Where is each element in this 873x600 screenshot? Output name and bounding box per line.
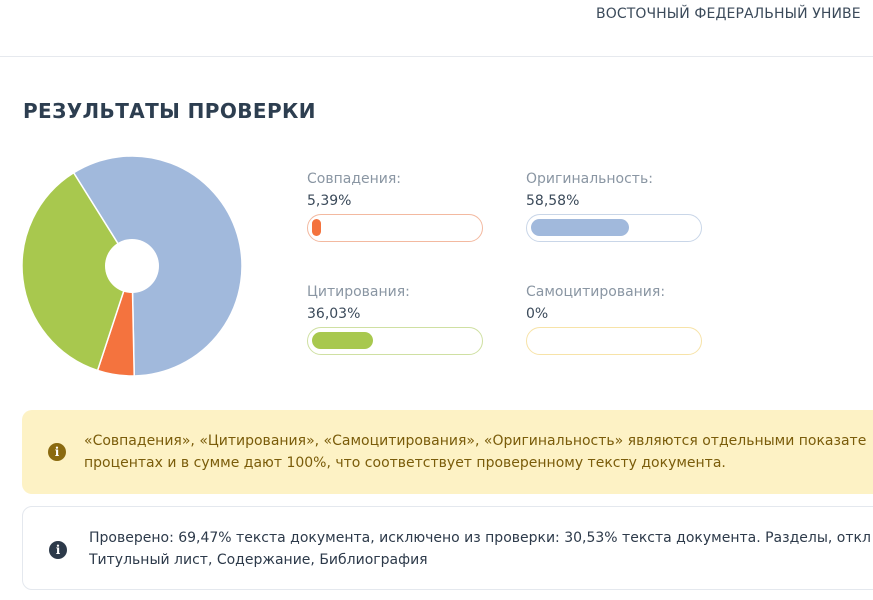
metrics-info-line-2: процентах и в сумме дают 100%, что соотв…	[84, 455, 726, 471]
originality-progress-fill	[531, 219, 630, 236]
metric-self-citations-label: Самоцитирования:	[526, 284, 666, 300]
citations-progress-bar	[307, 327, 483, 355]
results-title: РЕЗУЛЬТАТЫ ПРОВЕРКИ	[23, 99, 316, 123]
metric-originality: Оригинальность: 58,58%	[526, 171, 706, 242]
metric-matches-label: Совпадения:	[307, 171, 402, 187]
checked-info-text: Проверено: 69,47% текста документа, искл…	[89, 527, 873, 571]
info-icon: i	[48, 443, 66, 461]
checked-info-notice: i Проверено: 69,47% текста документа, ис…	[22, 506, 873, 590]
metric-citations: Цитирования: 36,03%	[307, 284, 487, 355]
metrics-info-text: «Совпадения», «Цитирования», «Самоцитиро…	[84, 430, 873, 474]
metric-self-citations-value: 0%	[526, 306, 549, 322]
metrics-info-line-1: «Совпадения», «Цитирования», «Самоцитиро…	[84, 433, 867, 449]
metric-matches: Совпадения: 5,39%	[307, 171, 487, 242]
matches-progress-fill	[312, 219, 322, 236]
checked-info-line-2: Титульный лист, Содержание, Библиография	[89, 552, 428, 568]
top-header: ВОСТОЧНЫЙ ФЕДЕРАЛЬНЫЙ УНИВЕ	[0, 0, 873, 57]
metric-matches-value: 5,39%	[307, 193, 352, 209]
metrics-info-notice: i «Совпадения», «Цитирования», «Самоцити…	[22, 410, 873, 494]
donut-slice-citations	[22, 171, 133, 372]
metric-originality-value: 58,58%	[526, 193, 580, 209]
info-icon: i	[49, 541, 67, 559]
metric-citations-value: 36,03%	[307, 306, 361, 322]
citations-progress-fill	[312, 332, 373, 349]
metric-citations-label: Цитирования:	[307, 284, 410, 300]
checked-info-line-1: Проверено: 69,47% текста документа, искл…	[89, 530, 871, 546]
self-citations-progress-bar	[526, 327, 702, 355]
metric-originality-label: Оригинальность:	[526, 171, 653, 187]
donut-hole	[105, 239, 159, 293]
metric-self-citations: Самоцитирования: 0%	[526, 284, 706, 355]
matches-progress-bar	[307, 214, 483, 242]
originality-progress-bar	[526, 214, 702, 242]
results-donut-chart	[22, 156, 242, 376]
organization-name[interactable]: ВОСТОЧНЫЙ ФЕДЕРАЛЬНЫЙ УНИВЕ	[596, 6, 861, 22]
